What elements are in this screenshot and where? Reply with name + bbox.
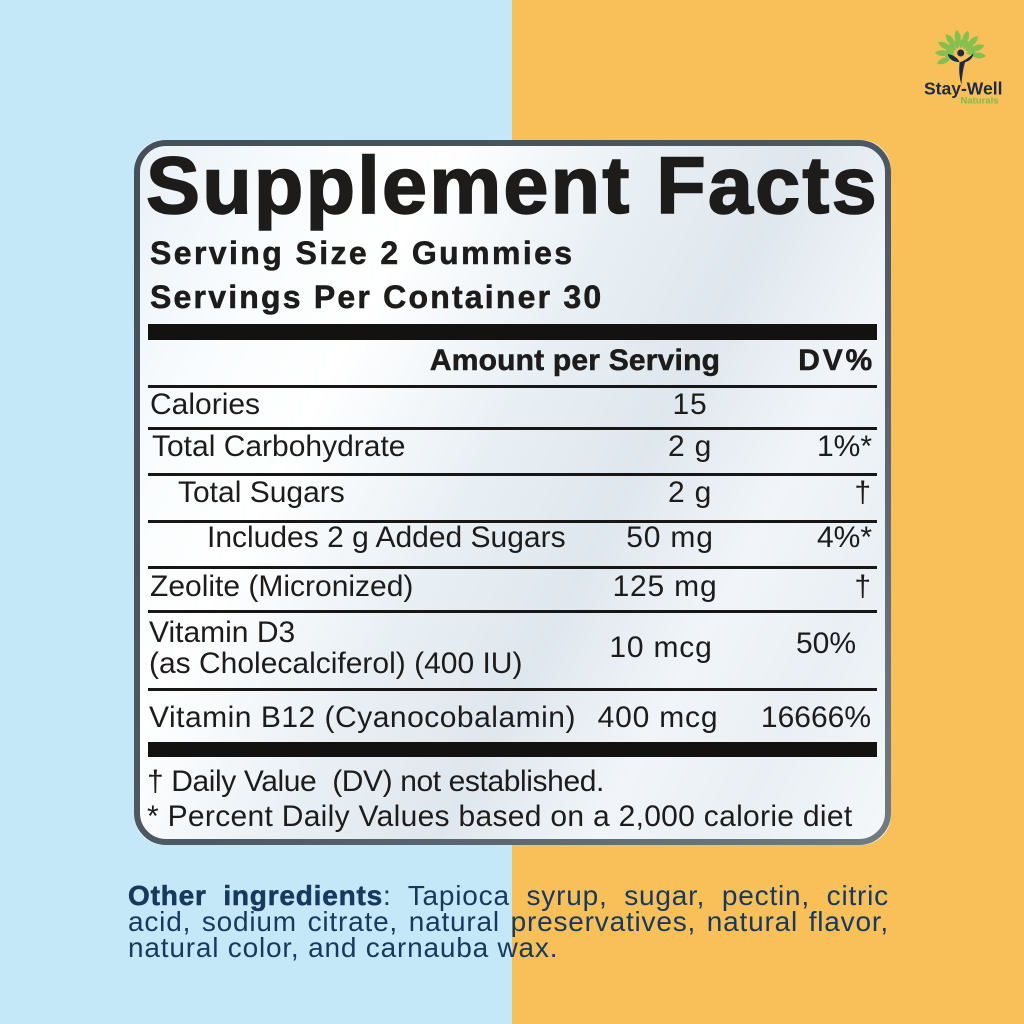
- svg-text:Naturals: Naturals: [960, 96, 998, 107]
- svg-text:Stay-Well: Stay-Well: [924, 79, 1002, 99]
